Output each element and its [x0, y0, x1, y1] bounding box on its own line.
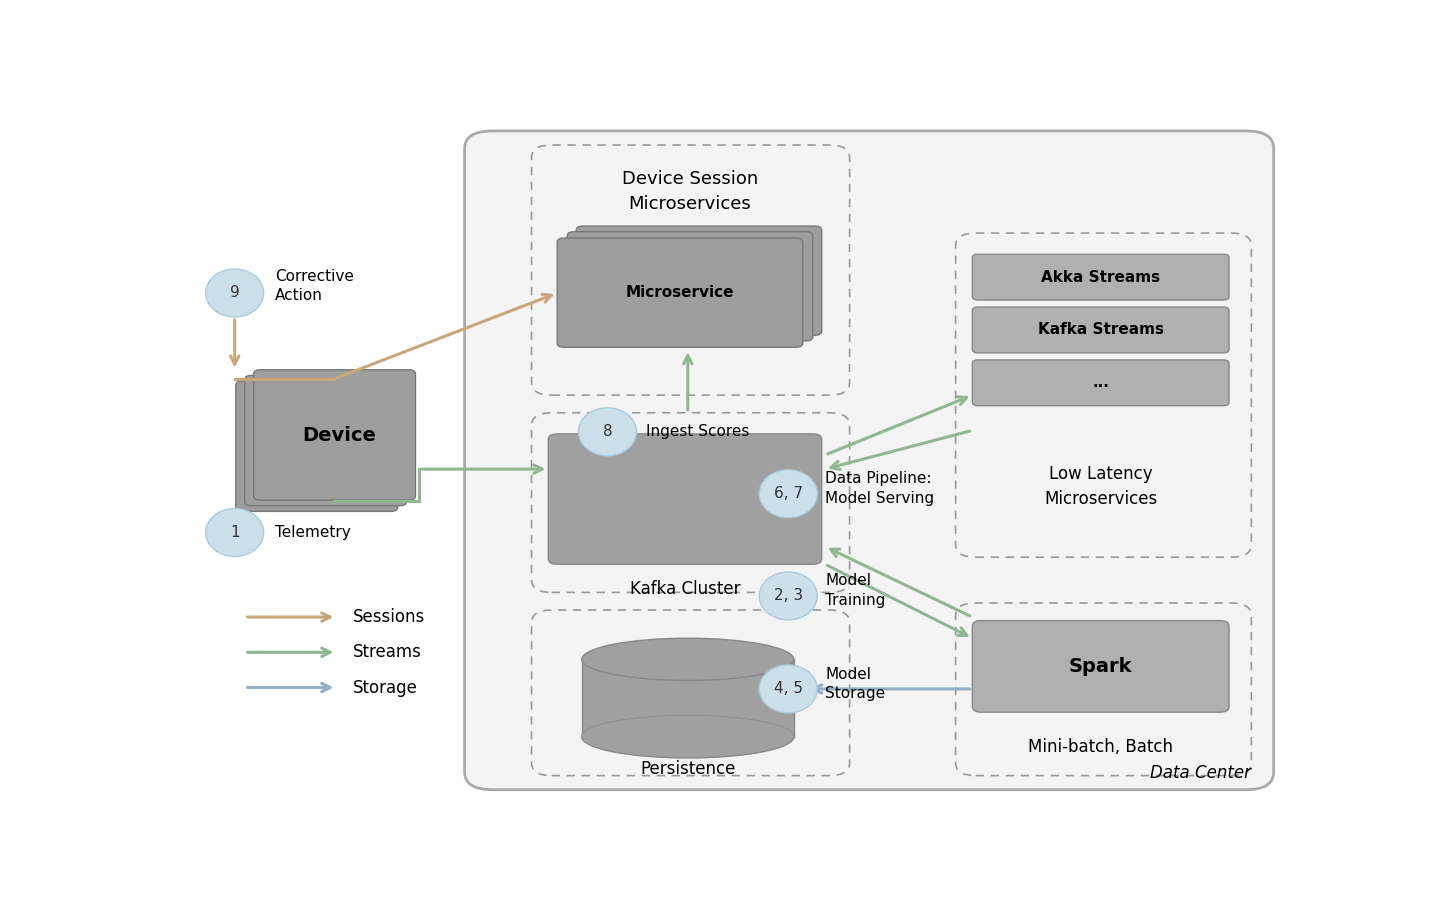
Text: Model
Storage: Model Storage [825, 667, 886, 702]
Text: Low Latency
Microservices: Low Latency Microservices [1044, 465, 1158, 508]
Ellipse shape [206, 269, 264, 317]
FancyBboxPatch shape [582, 660, 793, 737]
Text: 6, 7: 6, 7 [773, 486, 802, 501]
Text: Spark: Spark [1068, 657, 1132, 676]
FancyBboxPatch shape [253, 370, 416, 501]
Text: Streams: Streams [353, 643, 422, 662]
Text: 2, 3: 2, 3 [773, 588, 802, 603]
FancyBboxPatch shape [557, 238, 802, 347]
Text: Akka Streams: Akka Streams [1041, 270, 1161, 285]
Ellipse shape [206, 509, 264, 556]
FancyBboxPatch shape [245, 375, 406, 506]
FancyBboxPatch shape [567, 231, 812, 341]
Ellipse shape [759, 572, 818, 619]
Text: Device: Device [302, 425, 376, 445]
Text: Model
Training: Model Training [825, 573, 886, 608]
Text: Device Session
Microservices: Device Session Microservices [622, 169, 757, 212]
Ellipse shape [582, 639, 793, 681]
Text: 8: 8 [602, 425, 612, 439]
Text: Microservice: Microservice [660, 267, 739, 280]
Text: 1: 1 [230, 525, 239, 540]
Text: Telemetry: Telemetry [275, 525, 350, 540]
Text: 4, 5: 4, 5 [773, 682, 802, 696]
Text: Data Pipeline:
Model Serving: Data Pipeline: Model Serving [825, 471, 935, 506]
Text: Ingest Scores: Ingest Scores [647, 425, 750, 439]
Ellipse shape [579, 408, 636, 456]
FancyBboxPatch shape [972, 307, 1230, 353]
Text: Corrective
Action: Corrective Action [275, 268, 354, 304]
Text: Microservice: Microservice [651, 273, 730, 285]
FancyBboxPatch shape [972, 360, 1230, 405]
FancyBboxPatch shape [236, 381, 397, 511]
Text: ...: ... [1093, 375, 1109, 391]
Text: Kafka Cluster: Kafka Cluster [629, 580, 740, 597]
FancyBboxPatch shape [576, 226, 822, 335]
Text: Data Center: Data Center [1151, 765, 1251, 782]
FancyBboxPatch shape [465, 131, 1274, 790]
Text: Storage: Storage [353, 679, 418, 696]
Text: Persistence: Persistence [641, 759, 736, 778]
Text: Sessions: Sessions [353, 608, 425, 626]
Ellipse shape [759, 665, 818, 713]
FancyBboxPatch shape [972, 254, 1230, 300]
Text: Microservice: Microservice [626, 285, 734, 300]
Ellipse shape [759, 469, 818, 518]
Text: 9: 9 [230, 285, 239, 300]
FancyBboxPatch shape [972, 620, 1230, 712]
Polygon shape [582, 716, 793, 737]
Text: Mini-batch, Batch: Mini-batch, Batch [1028, 738, 1174, 757]
FancyBboxPatch shape [549, 434, 822, 565]
Ellipse shape [582, 716, 793, 758]
Text: Kafka Streams: Kafka Streams [1038, 322, 1164, 338]
